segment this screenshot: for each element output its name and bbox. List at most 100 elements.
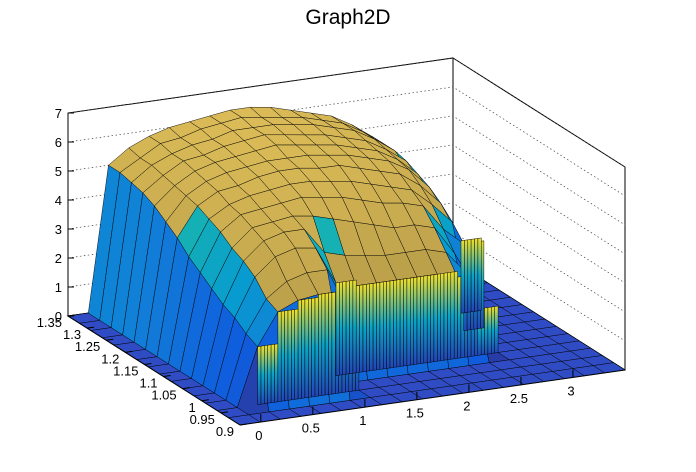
y-tick-label: 1.2: [101, 351, 119, 366]
cliff-strip: [287, 309, 292, 401]
axes-front: [67, 113, 626, 426]
cliff-strip: [491, 306, 495, 354]
cliff-strip: [314, 297, 319, 397]
cliff-strip: [328, 292, 333, 395]
cliff-strip: [420, 275, 425, 364]
z-tick-label: 2: [55, 251, 62, 266]
cliff-strip: [379, 281, 384, 370]
cliff-strip: [403, 278, 408, 367]
cliff-strip: [366, 283, 370, 372]
z-gridline: [67, 144, 626, 255]
chart-title: Graph2D: [305, 6, 390, 29]
cliff-strip: [352, 279, 357, 374]
cliff-strip: [484, 307, 489, 355]
cliff-strip: [494, 305, 499, 354]
z-tick-label: 4: [55, 193, 62, 208]
cliff-strip: [267, 344, 272, 404]
cliff-strip: [297, 299, 302, 400]
x-axis-line: [239, 369, 626, 426]
y-tick-label: 1.25: [75, 339, 100, 354]
cliff-strip: [331, 291, 336, 395]
cliff-strip: [386, 280, 391, 369]
cliff-strip: [426, 274, 431, 363]
cliff-strip: [345, 280, 350, 375]
y-tick-mark: [201, 399, 209, 402]
cliff-strip: [450, 271, 455, 360]
cliff-strip: [280, 310, 285, 402]
cliff-strip: [447, 272, 452, 360]
cliff-strip: [362, 284, 367, 373]
cliff-strip: [443, 272, 448, 361]
x-tick-label: 0.5: [302, 421, 320, 436]
y-tick-label: 0.95: [190, 412, 215, 427]
y-tick-mark: [87, 326, 95, 329]
cliff-strip: [324, 292, 329, 396]
cliff-strip: [260, 345, 265, 405]
cliff-strip: [393, 279, 398, 368]
z-gridline: [67, 86, 626, 197]
y-tick-mark: [144, 362, 152, 365]
y-tick-label: 0.9: [216, 424, 234, 439]
z-tick-label: 5: [55, 164, 62, 179]
cliff-strip: [453, 271, 458, 360]
cliff-strip: [355, 285, 360, 374]
cliff-strip: [274, 343, 279, 403]
cliff-strip: [349, 280, 354, 374]
cliff-strip: [396, 279, 401, 368]
y-tick-mark: [220, 411, 228, 414]
x-tick-label: 1: [359, 413, 366, 428]
cliff-strip: [437, 273, 441, 362]
y-tick-label: 1.35: [37, 315, 62, 330]
y-axis-line: [67, 315, 241, 426]
cliff-strip: [399, 278, 404, 367]
cliff-strip: [406, 277, 411, 366]
z-tick-label: 6: [55, 135, 62, 150]
z-gridline: [67, 202, 626, 313]
y-tick-mark: [182, 387, 190, 390]
cliff-strip: [460, 240, 465, 314]
z-tick-label: 3: [55, 222, 62, 237]
cliff-strip: [304, 298, 309, 399]
cliff-strip: [464, 239, 469, 314]
cliff-strip: [335, 282, 340, 376]
x-tick-label: 2: [463, 398, 470, 413]
z-tick-label: 0: [55, 309, 62, 324]
cliff-strip: [359, 284, 364, 373]
surface: [67, 106, 626, 426]
cliff-strip: [413, 276, 418, 365]
z-tick-label: 7: [55, 106, 62, 121]
cliff-strip: [311, 297, 316, 398]
cliff-strip: [264, 344, 268, 404]
y-tick-label: 1.1: [139, 376, 157, 391]
cliff-strip: [470, 238, 475, 313]
cliff-strip: [277, 311, 282, 403]
cliff-strip: [474, 238, 479, 312]
cliff-strip: [270, 344, 275, 403]
x-tick-label: 2.5: [510, 391, 528, 406]
cliff-strip: [433, 273, 438, 362]
z-gridline: [67, 57, 626, 168]
x-tick-label: 0: [255, 428, 262, 443]
cliff-strip: [308, 298, 312, 398]
cliff-strip: [369, 283, 374, 372]
cliff-strip: [477, 237, 482, 312]
cliff-strip: [430, 274, 435, 363]
cliff-strip: [257, 345, 262, 405]
cliff-strip: [376, 282, 381, 371]
cliff-strip: [301, 299, 306, 399]
cliff-strip: [440, 272, 445, 361]
z-tick-label: 1: [55, 280, 62, 295]
cliff-strip: [321, 293, 326, 396]
cliff-strip: [291, 309, 295, 401]
y-tick-label: 1.15: [113, 363, 138, 378]
x-tick-label: 1.5: [406, 406, 424, 421]
cliff-strip: [372, 282, 377, 371]
tick-labels: 0 0.5 1 1.5 2 2.5 30.90.9511.051.11.151.21.251…: [37, 106, 575, 443]
cliff-strip: [487, 306, 492, 355]
cliff-strip: [457, 276, 462, 359]
cliff-strip: [339, 281, 343, 376]
y-tick-label: 1: [189, 400, 196, 415]
cliff-strip: [467, 239, 472, 313]
cliff-strip: [410, 277, 414, 366]
